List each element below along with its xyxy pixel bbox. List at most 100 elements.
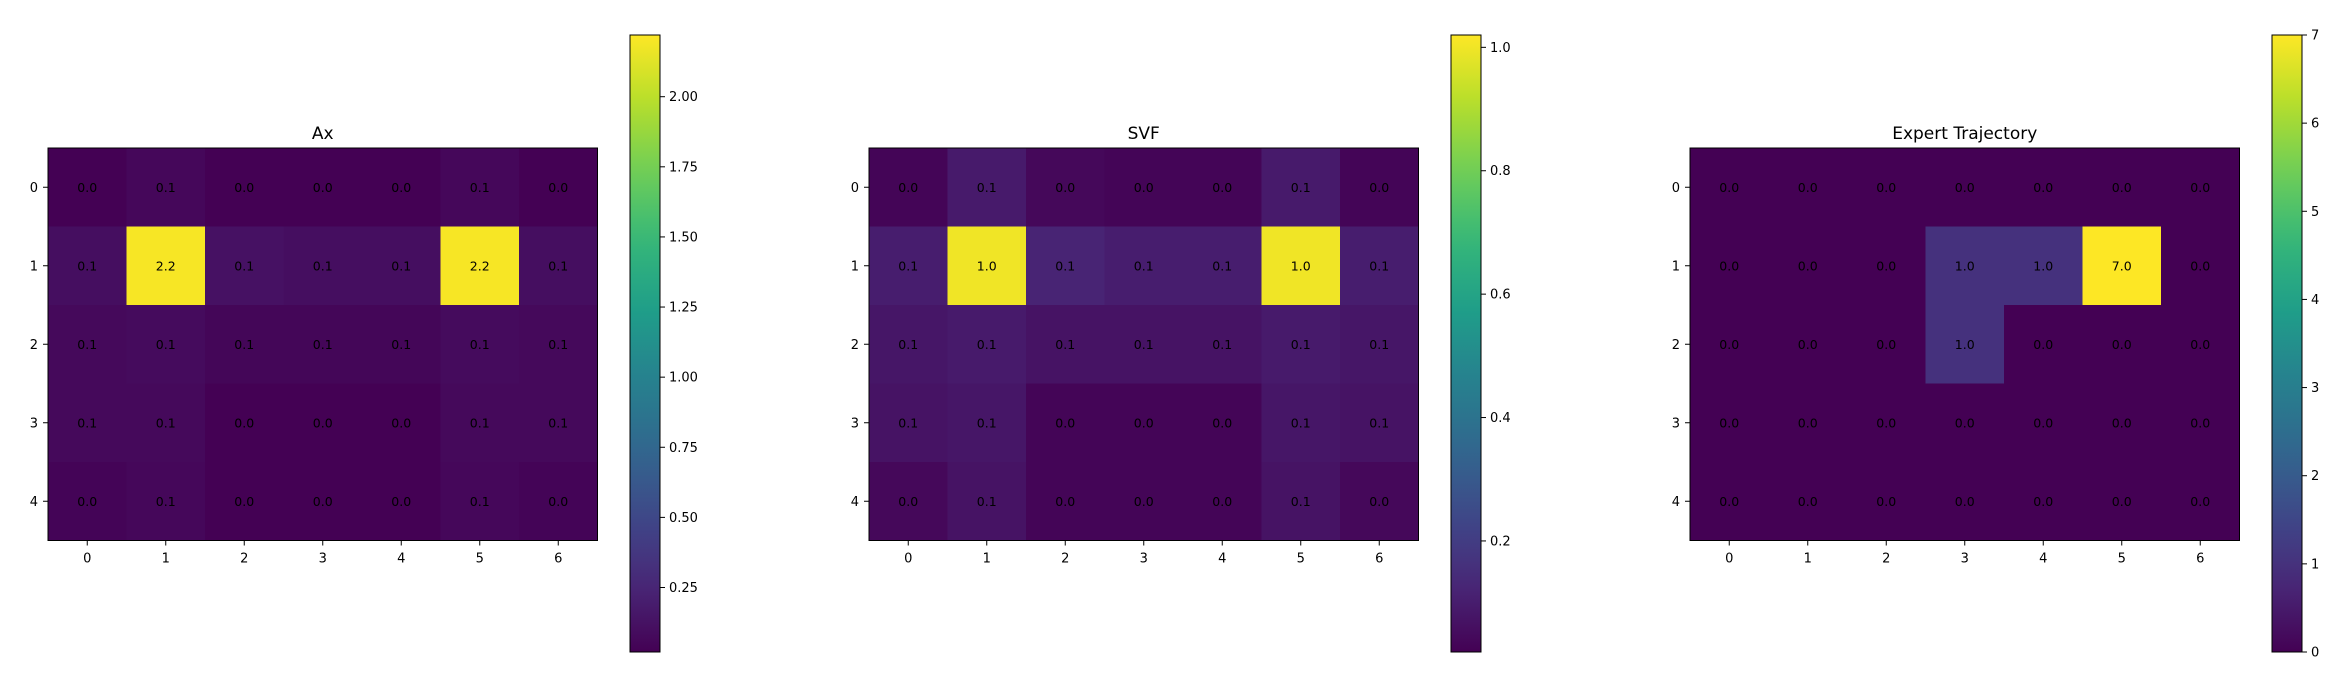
cell-value-label: 0.0 [77,494,97,509]
cell-value-label: 0.0 [234,494,254,509]
cell-value-label: 0.0 [1134,494,1154,509]
cell-value-label: 0.0 [234,180,254,195]
heatmap-cell [519,383,598,463]
heatmap-cell [205,226,284,306]
heatmap-cell [1183,462,1262,541]
cell-value-label: 0.0 [313,180,333,195]
heatmap-cell [126,305,206,384]
cell-value-label: 0.1 [548,337,568,352]
cell-value-label: 2.2 [156,258,176,273]
cell-value-label: 0.1 [156,180,176,195]
heatmap-cell [947,462,1027,541]
heatmap-cell [947,148,1027,227]
cell-value-label: 0.1 [1134,258,1154,273]
y-tick-label: 4 [1672,495,1680,510]
colorbar [629,34,661,653]
heatmap-cell [1768,383,1848,463]
cell-value-label: 0.1 [234,337,254,352]
cell-value-label: 0.0 [2112,494,2132,509]
x-tick-label: 4 [2039,552,2047,567]
colorbar [2271,34,2303,653]
heatmap-cell [1690,148,1769,227]
heatmap-cell [1261,305,1341,384]
cell-value-label: 0.0 [391,494,411,509]
heatmap-cell [1104,226,1184,306]
x-tick-label: 2 [1882,552,1890,567]
y-tick-label: 4 [851,495,859,510]
colorbar-tick-label: 1 [2311,557,2319,572]
cell-value-label: 0.0 [898,180,918,195]
colorbar-tick-label: 3 [2311,381,2319,396]
cell-value-label: 0.1 [1055,337,1075,352]
heatmap-cell [2004,305,2083,384]
x-tick-label: 2 [240,552,248,567]
y-tick-label: 0 [1672,181,1680,196]
heatmap-cell [362,383,441,463]
cell-value-label: 1.0 [977,258,997,273]
cell-value-label: 0.1 [77,337,97,352]
x-tick-label: 5 [2118,552,2126,567]
cell-value-label: 0.1 [234,258,254,273]
cell-value-label: 0.0 [1955,180,1975,195]
y-tick-label: 1 [30,259,38,274]
chart-title: SVF [1128,124,1160,144]
cell-value-label: 1.0 [1291,258,1311,273]
heatmap-cell [2082,462,2162,541]
heatmap-cell [1768,305,1848,384]
heatmap-cell [126,148,206,227]
heatmap-cell [1690,383,1769,463]
heatmap-cell [283,462,363,541]
heatmap-cell [2004,148,2083,227]
heatmap-cell [1183,148,1262,227]
cell-value-label: 0.0 [2190,415,2210,430]
x-tick-label: 3 [1140,552,1148,567]
heatmap-cell [1026,148,1105,227]
cell-value-label: 0.1 [77,258,97,273]
heatmap-cell [205,462,284,541]
heatmap-cell [440,383,520,463]
heatmap-cell [2161,148,2240,227]
heatmap-cell [440,305,520,384]
cell-value-label: 0.0 [548,180,568,195]
cell-value-label: 0.0 [1798,258,1818,273]
colorbar-tick-label: 5 [2311,205,2319,220]
heatmap-cell [283,383,363,463]
heatmap-panel: Expert Trajectory 0.0 0.0 0.0 0.0 0.0 0.0 0.0 0.… [1672,29,2320,661]
heatmap-cell [1183,383,1262,463]
cell-value-label: 0.1 [977,337,997,352]
cell-value-label: 0.1 [1055,258,1075,273]
cell-value-label: 0.1 [1291,180,1311,195]
heatmap-cell [869,462,948,541]
colorbar-tick-label: 6 [2311,117,2319,132]
heatmap-cell [1847,383,1926,463]
cell-value-label: 0.1 [548,258,568,273]
x-tick-label: 0 [83,552,91,567]
heatmap-cell [1261,148,1341,227]
heatmap-cell [205,305,284,384]
cell-value-label: 0.1 [391,337,411,352]
heatmap-cell [1340,305,1419,384]
cell-value-label: 0.0 [1876,180,1896,195]
colorbar-tick-label: 0.50 [669,511,698,526]
heatmap-cell [205,383,284,463]
cell-value-label: 0.1 [470,494,490,509]
heatmap-cell [48,305,127,384]
cell-value-label: 0.1 [898,337,918,352]
cell-value-label: 0.0 [1955,494,1975,509]
cell-value-label: 7.0 [2112,258,2132,273]
heatmap-cell [48,462,127,541]
colorbar-tick-label: 1.25 [669,301,698,316]
y-tick-label: 3 [30,416,38,431]
cell-value-label: 0.1 [1212,337,1232,352]
heatmap-cell [1768,148,1848,227]
heatmap-cell [1261,383,1341,463]
x-tick-label: 3 [319,552,327,567]
cell-value-label: 0.0 [1212,415,1232,430]
heatmap-cell [869,383,948,463]
heatmap-cell [1925,226,2005,306]
heatmap-cell [519,226,598,306]
heatmap-cell [1847,462,1926,541]
cell-value-label: 0.1 [898,258,918,273]
heatmap-cell [2161,305,2240,384]
chart-title: Ax [312,124,334,144]
